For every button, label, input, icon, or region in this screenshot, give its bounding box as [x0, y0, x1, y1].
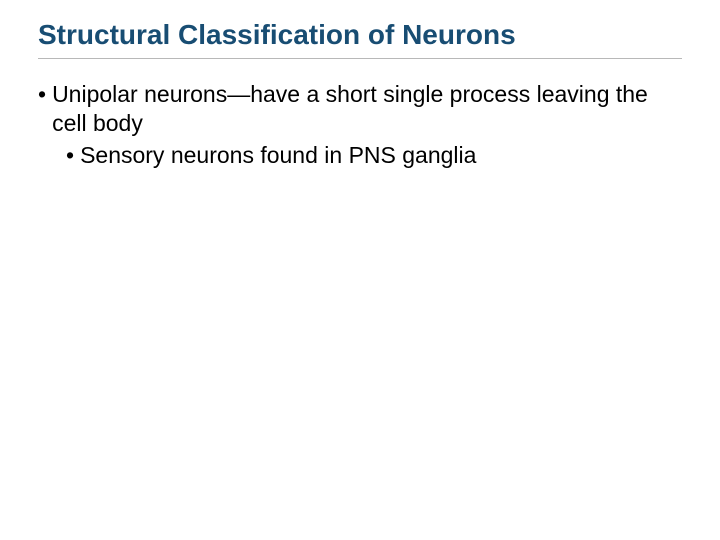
- bullet-text: Sensory neurons found in PNS ganglia: [80, 141, 476, 170]
- bullet-level-1: • Unipolar neurons—have a short single p…: [38, 80, 660, 139]
- slide-title: Structural Classification of Neurons: [38, 18, 682, 52]
- title-underline: [38, 58, 682, 59]
- bullet-dot-icon: •: [38, 80, 52, 139]
- bullet-text: Unipolar neurons—have a short single pro…: [52, 80, 660, 139]
- bullet-dot-icon: •: [66, 141, 80, 170]
- bullet-level-2: • Sensory neurons found in PNS ganglia: [66, 141, 660, 170]
- slide: Structural Classification of Neurons • U…: [0, 0, 720, 540]
- slide-body: • Unipolar neurons—have a short single p…: [38, 80, 660, 170]
